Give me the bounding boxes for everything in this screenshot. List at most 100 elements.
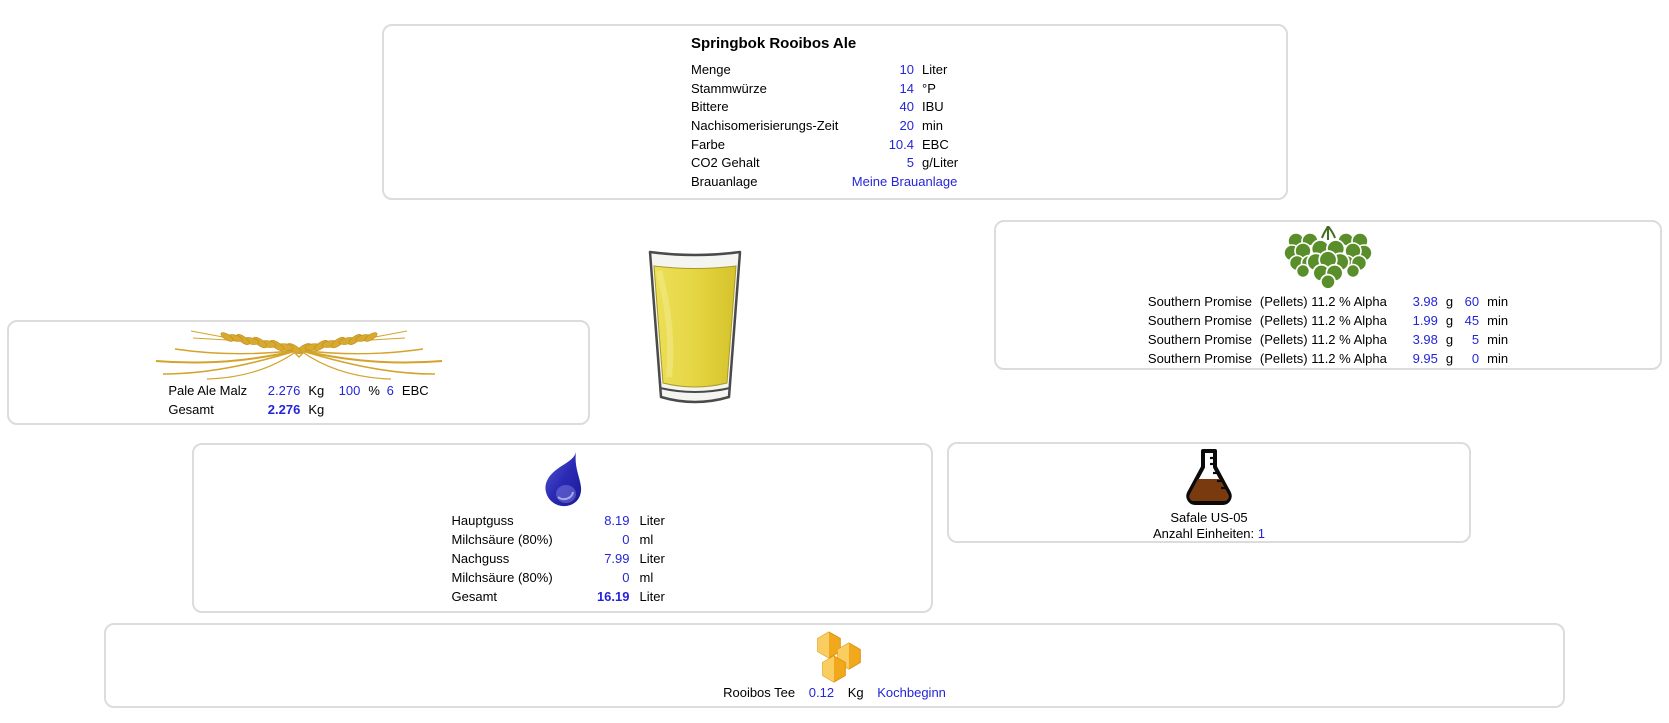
- water-value: 0: [622, 532, 630, 547]
- recipe-row-label: Stammwürze: [691, 80, 767, 96]
- hop-amount: 3.98: [1412, 332, 1438, 347]
- hop-row: Southern Promise (Pellets) 11.2 % Alpha …: [1148, 292, 1508, 311]
- malt-total-label: Gesamt: [168, 402, 214, 417]
- recipe-row: Farbe 10.4 EBC: [691, 135, 958, 154]
- malt-share: 100: [338, 383, 361, 398]
- hop-detail: (Pellets) 11.2 % Alpha: [1259, 294, 1387, 309]
- water-label: Milchsäure (80%): [451, 532, 553, 547]
- recipe-row-value: 10.4: [888, 136, 914, 152]
- equipment-label: Brauanlage: [691, 173, 758, 189]
- malt-name: Pale Ale Malz: [168, 383, 248, 398]
- hop-time-unit: min: [1487, 313, 1509, 328]
- water-value: 7.99: [604, 551, 630, 566]
- recipe-row-value: 20: [899, 117, 914, 133]
- water-table: Hauptguss 8.19 Liter Milchsäure (80%) 0 …: [452, 511, 674, 606]
- extras-panel: Rooibos Tee 0.12 Kg Kochbeginn: [104, 623, 1565, 708]
- malt-total-unit: Kg: [308, 402, 325, 417]
- hops-panel: Southern Promise (Pellets) 11.2 % Alpha …: [994, 220, 1662, 370]
- recipe-row-label: Nachisomerisierungs-Zeit: [691, 117, 839, 133]
- recipe-row-value: 5: [906, 155, 914, 171]
- water-unit: Liter: [639, 551, 665, 566]
- wheat-icon: [149, 328, 449, 380]
- recipe-row-value: 14: [899, 80, 914, 96]
- hop-row: Southern Promise (Pellets) 11.2 % Alpha …: [1148, 330, 1508, 349]
- malt-row: Pale Ale Malz 2.276 Kg 100 % 6 EBC: [168, 381, 428, 400]
- recipe-row-label: CO2 Gehalt: [691, 155, 760, 171]
- extras-unit: Kg: [847, 685, 864, 700]
- hop-time: 0: [1471, 351, 1480, 366]
- hop-row: Southern Promise (Pellets) 11.2 % Alpha …: [1148, 349, 1508, 368]
- hop-time: 5: [1471, 332, 1480, 347]
- hop-amount: 1.99: [1412, 313, 1438, 328]
- water-value: 0: [622, 570, 630, 585]
- water-row: Milchsäure (80%) 0 ml: [452, 530, 674, 549]
- hop-name: Southern Promise: [1147, 313, 1252, 328]
- malt-table: Pale Ale Malz 2.276 Kg 100 % 6 EBC Gesam…: [168, 381, 428, 419]
- recipe-row-unit: Liter: [922, 61, 948, 77]
- recipe-panel: Springbok Rooibos Ale Menge 10 Liter Sta…: [382, 24, 1288, 200]
- malt-total-amount: 2.276: [267, 402, 301, 417]
- recipe-content: Springbok Rooibos Ale Menge 10 Liter Sta…: [691, 35, 958, 191]
- hop-time-unit: min: [1487, 294, 1509, 309]
- yeast-name: Safale US-05: [1170, 510, 1248, 525]
- hop-name: Southern Promise: [1147, 351, 1252, 366]
- hop-detail: (Pellets) 11.2 % Alpha: [1259, 351, 1387, 366]
- extras-name: Rooibos Tee: [723, 685, 796, 700]
- flask-icon: [1183, 447, 1235, 509]
- page-title: Springbok Rooibos Ale: [691, 35, 857, 52]
- hop-time-unit: min: [1487, 351, 1509, 366]
- water-label: Hauptguss: [451, 513, 514, 528]
- brauanlage-link[interactable]: Meine Brauanlage: [851, 173, 958, 189]
- water-total-row: Gesamt 16.19 Liter: [452, 587, 674, 606]
- water-unit: ml: [639, 532, 654, 547]
- hops-table: Southern Promise (Pellets) 11.2 % Alpha …: [1148, 292, 1508, 368]
- recipe-row-label: Bittere: [691, 99, 729, 115]
- water-label: Nachguss: [451, 551, 510, 566]
- hop-name: Southern Promise: [1147, 294, 1252, 309]
- water-row: Hauptguss 8.19 Liter: [452, 511, 674, 530]
- recipe-row: Bittere 40 IBU: [691, 97, 958, 116]
- kochbeginn-link[interactable]: Kochbeginn: [877, 685, 946, 700]
- water-total-value: 16.19: [596, 589, 630, 604]
- hop-amount-unit: g: [1445, 294, 1454, 309]
- hop-time-unit: min: [1487, 332, 1509, 347]
- beer-glass-icon: [645, 245, 745, 413]
- recipe-row-value: 40: [899, 99, 914, 115]
- malt-color: 6: [386, 383, 394, 398]
- malt-total-row: Gesamt 2.276 Kg: [168, 400, 428, 419]
- hop-row: Southern Promise (Pellets) 11.2 % Alpha …: [1148, 311, 1508, 330]
- recipe-row-unit: EBC: [922, 136, 949, 152]
- water-unit: Liter: [639, 513, 665, 528]
- recipe-row: Stammwürze 14 °P: [691, 79, 958, 98]
- malt-amount: 2.276: [267, 383, 301, 398]
- yeast-panel: Safale US-05 Anzahl Einheiten: 1: [947, 442, 1471, 543]
- recipe-row-unit: °P: [922, 80, 936, 96]
- hop-amount-unit: g: [1445, 313, 1454, 328]
- malt-color-unit: EBC: [401, 383, 429, 398]
- honeycomb-icon: [807, 631, 863, 683]
- hop-detail: (Pellets) 11.2 % Alpha: [1259, 332, 1387, 347]
- recipe-row-unit: g/Liter: [922, 155, 959, 171]
- yeast-units-label: Anzahl Einheiten:: [1152, 526, 1255, 541]
- water-total-label: Gesamt: [451, 589, 498, 604]
- recipe-row-value: 10: [899, 61, 914, 77]
- hop-amount-unit: g: [1445, 332, 1454, 347]
- water-value: 8.19: [604, 513, 630, 528]
- malt-share-unit: %: [368, 383, 380, 398]
- hop-time: 60: [1464, 294, 1480, 309]
- malt-amount-unit: Kg: [308, 383, 325, 398]
- extras-amount: 0.12: [808, 685, 835, 700]
- water-row: Milchsäure (80%) 0 ml: [452, 568, 674, 587]
- hop-cones-icon: [1278, 225, 1378, 290]
- recipe-row-unit: min: [922, 117, 943, 133]
- hop-amount: 3.98: [1412, 294, 1438, 309]
- water-total-unit: Liter: [639, 589, 665, 604]
- hop-time: 45: [1464, 313, 1480, 328]
- recipe-row-equipment: Brauanlage Meine Brauanlage: [691, 172, 958, 191]
- hop-detail: (Pellets) 11.2 % Alpha: [1259, 313, 1387, 328]
- hop-amount-unit: g: [1445, 351, 1454, 366]
- water-label: Milchsäure (80%): [451, 570, 553, 585]
- hop-amount: 9.95: [1412, 351, 1438, 366]
- extras-line: Rooibos Tee 0.12 Kg Kochbeginn: [106, 684, 1563, 701]
